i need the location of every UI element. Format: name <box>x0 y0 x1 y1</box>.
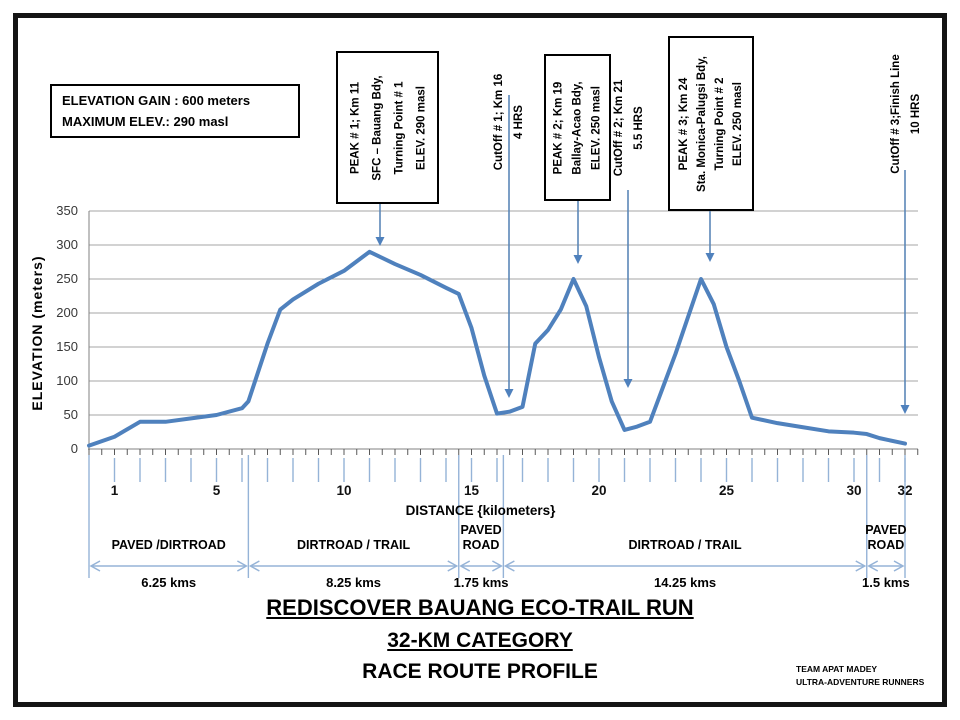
y-axis-title-text: ELEVATION (meters) <box>29 254 45 411</box>
annotation-line: 10 HRS <box>910 93 922 135</box>
cutoff2-arrowhead <box>623 379 633 388</box>
x-axis-tick-label: 20 <box>591 483 606 498</box>
x-axis-tick-label: 5 <box>213 483 221 498</box>
annotation-line: CutOff # 1; Km 16 <box>493 73 505 171</box>
segment-surface-label: DIRTROAD / TRAIL <box>628 538 742 552</box>
arrowhead-left <box>248 560 260 572</box>
arrowhead-right <box>893 560 905 572</box>
y-axis-tick-label: 150 <box>56 339 78 354</box>
elevation-line <box>87 249 907 448</box>
segment-length-label: 6.25 kms <box>141 575 197 590</box>
annotation-line: Ballay-Acao Bdy, <box>571 80 583 175</box>
segment-surface-label: DIRTROAD / TRAIL <box>296 538 411 552</box>
arrowhead-left <box>459 560 471 572</box>
arrowhead-right <box>855 560 867 572</box>
segment-length-label: 1.5 kms <box>862 575 910 590</box>
stats-box: ELEVATION GAIN : 600 meters MAXIMUM ELEV… <box>50 84 300 138</box>
cutoff1-arrowhead <box>504 389 514 398</box>
y-axis-tick-label: 300 <box>56 237 78 252</box>
elevation-gain-text: ELEVATION GAIN : 600 meters <box>62 93 251 108</box>
credit-text: TEAM APAT MADEY ULTRA-ADVENTURE RUNNERS <box>796 663 924 689</box>
annotation-line: ELEV. 290 masl <box>414 85 427 170</box>
y-axis-tick-label: 100 <box>56 373 78 388</box>
y-axis-tick-label: 350 <box>56 203 78 218</box>
cutoff3-arrowhead <box>900 405 910 414</box>
annotation-cutoff-2: CutOff # 2; Km 21 5.5 HRS <box>607 58 651 198</box>
x-axis-tick-label: 30 <box>846 483 861 498</box>
event-title: REDISCOVER BAUANG ECO-TRAIL RUN <box>266 595 694 620</box>
peak3-arrowhead <box>705 253 715 262</box>
annotation-cutoff-1: CutOff # 1; Km 16 4 HRS <box>487 52 531 192</box>
arrowhead-right <box>492 560 503 572</box>
annotation-line: PEAK # 2; Km 19 <box>552 81 564 174</box>
annotation-line: SFC – Bauang Bdy, <box>370 74 383 181</box>
x-axis-tick-label: 10 <box>336 483 351 498</box>
credit-team: TEAM APAT MADEY <box>796 664 878 674</box>
annotation-peak-3: PEAK # 3; Km 24 Sta. Monica-Palugsi Bdy,… <box>668 36 754 211</box>
annotation-peak-1: PEAK # 1; Km 11 SFC – Bauang Bdy, Turnin… <box>336 51 439 204</box>
y-axis-title: ELEVATION (meters) <box>22 215 52 450</box>
annotation-line: ELEV. 250 masl <box>732 81 744 166</box>
segment-length-label: 8.25 kms <box>326 575 382 590</box>
arrowhead-right <box>237 560 248 572</box>
y-axis-tick-label: 250 <box>56 271 78 286</box>
arrowhead-left <box>89 560 101 572</box>
segment-surface-label: PAVED ROAD <box>865 523 907 552</box>
category-title: 32-KM CATEGORY <box>387 629 573 652</box>
max-elevation-text: MAXIMUM ELEV.: 290 masl <box>62 114 229 129</box>
x-axis-title: DISTANCE {kilometers} <box>405 503 556 518</box>
arrowhead-left <box>867 560 879 572</box>
credit-club: ULTRA-ADVENTURE RUNNERS <box>796 677 925 687</box>
annotation-peak-2: PEAK # 2; Km 19 Ballay-Acao Bdy, ELEV. 2… <box>544 54 611 201</box>
annotation-line: Sta. Monica-Palugsi Bdy, <box>696 55 708 192</box>
arrowhead-right <box>447 560 459 572</box>
arrowhead-left <box>503 560 515 572</box>
annotation-line: PEAK # 3; Km 24 <box>678 77 690 170</box>
x-axis-tick-label: 1 <box>111 483 119 498</box>
profile-title: RACE ROUTE PROFILE <box>362 660 598 683</box>
annotation-line: CutOff # 3;Finish Line <box>890 54 902 174</box>
y-axis-tick-label: 200 <box>56 305 78 320</box>
annotation-line: ELEV. 250 masl <box>590 85 602 170</box>
segment-surface-label: PAVED ROAD <box>460 523 502 552</box>
segment-surface-label: PAVED /DIRTROAD <box>111 538 226 552</box>
annotation-line: Turning Point # 1 <box>392 80 405 175</box>
annotation-line: 4 HRS <box>513 105 525 139</box>
y-axis-tick-label: 0 <box>71 441 78 456</box>
annotation-cutoff-3: CutOff # 3;Finish Line 10 HRS <box>883 40 929 188</box>
annotation-line: Turning Point # 2 <box>714 76 726 171</box>
annotation-line: CutOff # 2; Km 21 <box>613 79 625 177</box>
peak2-arrowhead <box>573 255 583 264</box>
title-block: REDISCOVER BAUANG ECO-TRAIL RUN 32-KM CA… <box>0 595 960 684</box>
segment-length-label: 1.75 kms <box>453 575 509 590</box>
y-axis-tick-label: 50 <box>64 407 78 422</box>
segment-length-label: 14.25 kms <box>653 575 717 590</box>
annotation-line: PEAK # 1; Km 11 <box>348 81 361 174</box>
peak1-arrowhead <box>375 237 385 246</box>
annotation-line: 5.5 HRS <box>633 106 645 150</box>
x-axis-tick-label: 25 <box>719 483 735 498</box>
x-axis-tick-label: 15 <box>464 483 480 498</box>
